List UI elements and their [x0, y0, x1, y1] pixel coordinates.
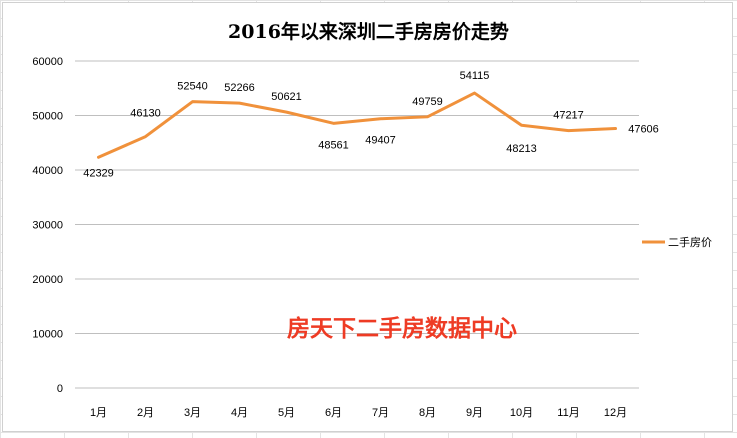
data-label: 48561 [318, 139, 349, 151]
x-axis-tick-labels: 1月 2月 3月 4月 5月 6月 7月 8月 9月 10月 11月 12月 [90, 407, 627, 419]
chart-area[interactable]: 2016年以来深圳二手房房价走势 0 10000 20000 30000 40000 50… [2, 2, 733, 432]
data-label: 42329 [83, 167, 114, 179]
y-tick-label: 50000 [32, 111, 63, 123]
series-line [97, 91, 617, 159]
data-label: 52540 [177, 81, 208, 93]
x-tick-label: 12月 [604, 407, 627, 419]
y-tick-label: 60000 [32, 56, 63, 68]
y-tick-label: 0 [57, 383, 63, 395]
x-tick-label: 8月 [419, 407, 436, 419]
data-labels: 42329 46130 52540 52266 50621 48561 49407 49759… [83, 70, 659, 179]
legend-label: 二手房价 [668, 235, 712, 249]
x-tick-label: 6月 [325, 407, 342, 419]
line-chart: 0 10000 20000 30000 40000 50000 60000 1月 2月 3月 4月… [32, 56, 712, 419]
y-tick-label: 20000 [32, 274, 63, 286]
legend: 二手房价 [642, 235, 712, 249]
chart-title: 2016年以来深圳二手房房价走势 [228, 21, 509, 43]
data-label: 50621 [271, 91, 302, 103]
series-lines [97, 91, 617, 159]
data-label: 47606 [628, 124, 659, 136]
y-axis-tick-labels: 0 10000 20000 30000 40000 50000 60000 [32, 56, 63, 395]
data-label: 46130 [130, 108, 161, 120]
x-tick-label: 4月 [231, 407, 248, 419]
x-tick-label: 9月 [466, 407, 483, 419]
data-label: 52266 [224, 82, 255, 94]
watermark-text: 房天下二手房数据中心 [287, 315, 517, 342]
y-tick-label: 10000 [32, 329, 63, 341]
x-tick-label: 3月 [184, 407, 201, 419]
data-label: 54115 [460, 70, 490, 82]
data-label: 49407 [365, 135, 396, 147]
x-tick-label: 7月 [372, 407, 389, 419]
x-tick-label: 1月 [90, 407, 107, 419]
data-label: 49759 [412, 96, 443, 108]
x-tick-label: 11月 [557, 407, 579, 419]
x-tick-label: 2月 [137, 407, 154, 419]
x-tick-label: 5月 [278, 407, 295, 419]
y-tick-label: 30000 [32, 220, 63, 232]
data-label: 47217 [553, 110, 584, 122]
gridlines [75, 60, 639, 389]
x-tick-label: 10月 [510, 407, 533, 419]
y-tick-label: 40000 [32, 165, 63, 177]
data-label: 48213 [506, 143, 537, 155]
